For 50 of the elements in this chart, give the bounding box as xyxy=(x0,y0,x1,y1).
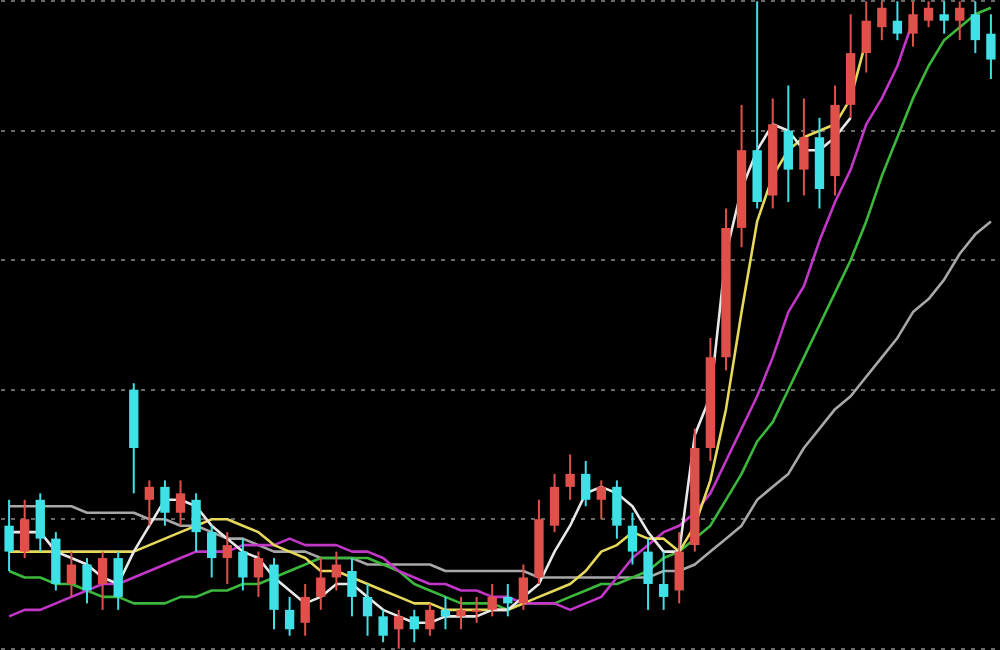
candlestick xyxy=(892,0,903,42)
candlestick xyxy=(160,479,170,527)
candlestick xyxy=(378,608,388,644)
candlestick xyxy=(456,595,466,631)
candlestick xyxy=(253,550,264,598)
candlestick xyxy=(955,0,965,42)
candlestick xyxy=(347,557,357,618)
candlestick xyxy=(300,582,310,637)
candlestick xyxy=(175,479,186,527)
candlestick xyxy=(222,531,232,585)
candlestick xyxy=(113,550,123,611)
candlestick xyxy=(581,459,591,508)
candlestick xyxy=(596,479,606,521)
candlestick xyxy=(394,608,404,650)
candlestick xyxy=(643,537,653,611)
candlestick xyxy=(191,492,201,553)
candlestick xyxy=(66,550,77,598)
candlestick xyxy=(316,557,326,611)
candlestick xyxy=(20,498,30,560)
candlestick xyxy=(923,0,934,29)
candlestick xyxy=(35,492,45,553)
candlestick xyxy=(144,479,155,527)
candlestick xyxy=(549,472,560,534)
candlestick xyxy=(877,0,887,42)
candlestick xyxy=(284,595,295,637)
candlestick xyxy=(51,531,61,592)
candlestick xyxy=(471,595,482,624)
candlestick xyxy=(207,524,217,579)
candlestick xyxy=(799,97,809,197)
candlestick xyxy=(238,537,248,592)
candlestick xyxy=(970,0,980,55)
candlestick xyxy=(783,84,793,203)
candlestick xyxy=(908,0,918,48)
candlestick xyxy=(986,13,996,80)
candlestick xyxy=(425,602,435,637)
candlestick xyxy=(861,0,871,74)
candlestick xyxy=(409,608,419,644)
candlestick xyxy=(362,582,373,637)
candlestick xyxy=(627,511,638,566)
candlestick xyxy=(487,582,497,618)
candlestick xyxy=(518,563,529,611)
candlestick xyxy=(4,498,14,573)
candlestick xyxy=(269,557,279,631)
candlestick xyxy=(97,550,108,611)
candlestick xyxy=(612,479,622,540)
candlestick xyxy=(939,0,949,35)
candlestick xyxy=(82,557,92,605)
candlestick xyxy=(565,453,575,501)
candlestick xyxy=(674,531,684,605)
candlestick xyxy=(658,550,669,611)
